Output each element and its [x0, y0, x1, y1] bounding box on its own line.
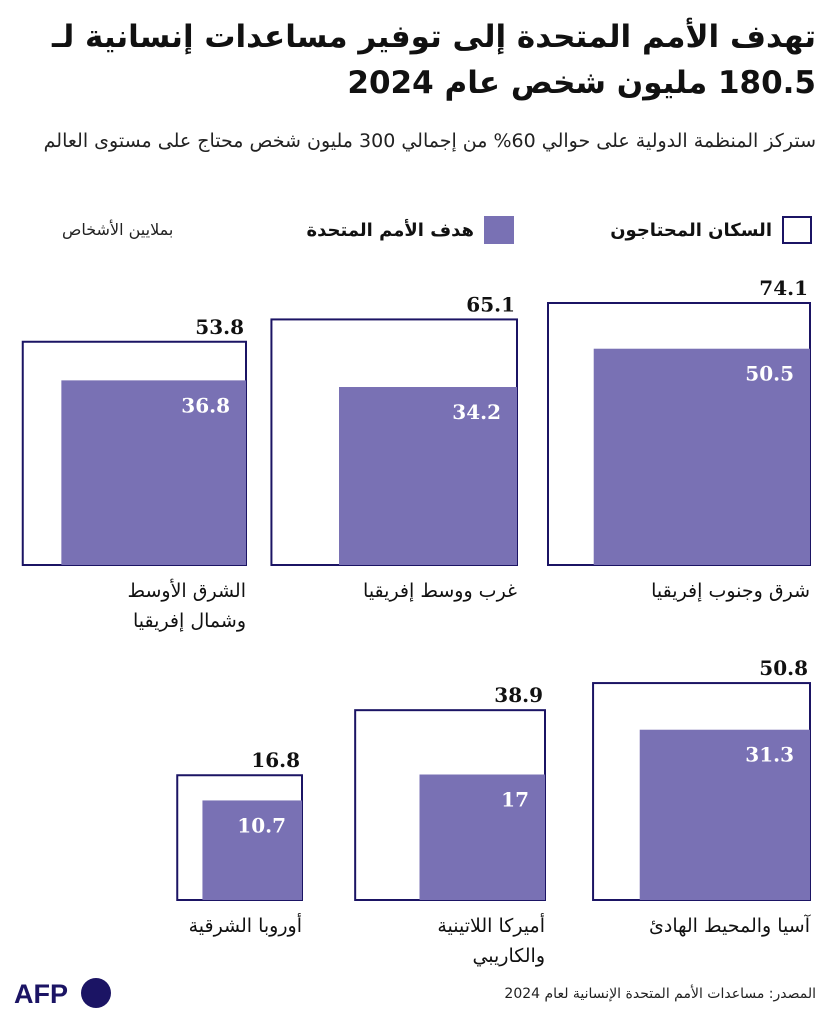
- needy-value-label: 53.8: [195, 315, 244, 339]
- needy-value-label: 38.9: [494, 683, 543, 707]
- target-square: [202, 800, 302, 900]
- target-value-label: 31.3: [745, 743, 794, 767]
- chart-subtitle: ستركز المنظمة الدولية على حوالي 60% من إ…: [43, 130, 816, 152]
- target-value-label: 34.2: [452, 400, 501, 424]
- legend-label-target: هدف الأمم المتحدة: [306, 219, 475, 241]
- target-value-label: 36.8: [181, 393, 230, 417]
- category-label: الشرق الأوسط: [127, 579, 246, 602]
- needy-value-label: 50.8: [759, 656, 808, 680]
- needy-value-label: 65.1: [466, 292, 515, 316]
- target-value-label: 10.7: [237, 813, 286, 837]
- svg-text:AFP: AFP: [14, 979, 68, 1009]
- units-label: بملايين الأشخاص: [62, 220, 174, 239]
- legend-swatch-target: [484, 216, 514, 244]
- target-square: [339, 387, 517, 565]
- category-label: غرب ووسط إفريقيا: [363, 580, 517, 603]
- legend: السكان المحتاجون هدف الأمم المتحدة بملاي…: [0, 214, 830, 254]
- chart-title: تهدف الأمم المتحدة إلى توفير مساعدات إنس…: [52, 19, 816, 101]
- category-label: والكاريبي: [472, 945, 545, 967]
- category-label: أميركا اللاتينية: [437, 913, 545, 937]
- target-value-label: 17: [501, 788, 529, 812]
- target-square: [419, 774, 545, 900]
- legend-item-needy: السكان المحتاجون: [610, 216, 812, 244]
- target-square: [593, 348, 810, 565]
- source-note: المصدر: مساعدات الأمم المتحدة الإنسانية …: [504, 986, 816, 1002]
- legend-item-target: هدف الأمم المتحدة: [306, 216, 514, 244]
- needy-value-label: 16.8: [251, 748, 300, 772]
- category-label: آسيا والمحيط الهادئ: [649, 913, 811, 937]
- category-label: شرق وجنوب إفريقيا: [651, 580, 810, 603]
- afp-logo: AFP: [14, 978, 111, 1009]
- target-value-label: 50.5: [745, 362, 794, 386]
- target-square: [61, 380, 246, 565]
- legend-swatch-needy: [782, 216, 812, 244]
- needy-value-label: 74.1: [759, 276, 808, 300]
- legend-label-needy: السكان المحتاجون: [610, 219, 772, 241]
- category-label: وشمال إفريقيا: [133, 610, 246, 633]
- category-label: أوروبا الشرقية: [189, 913, 302, 937]
- target-square: [639, 729, 810, 900]
